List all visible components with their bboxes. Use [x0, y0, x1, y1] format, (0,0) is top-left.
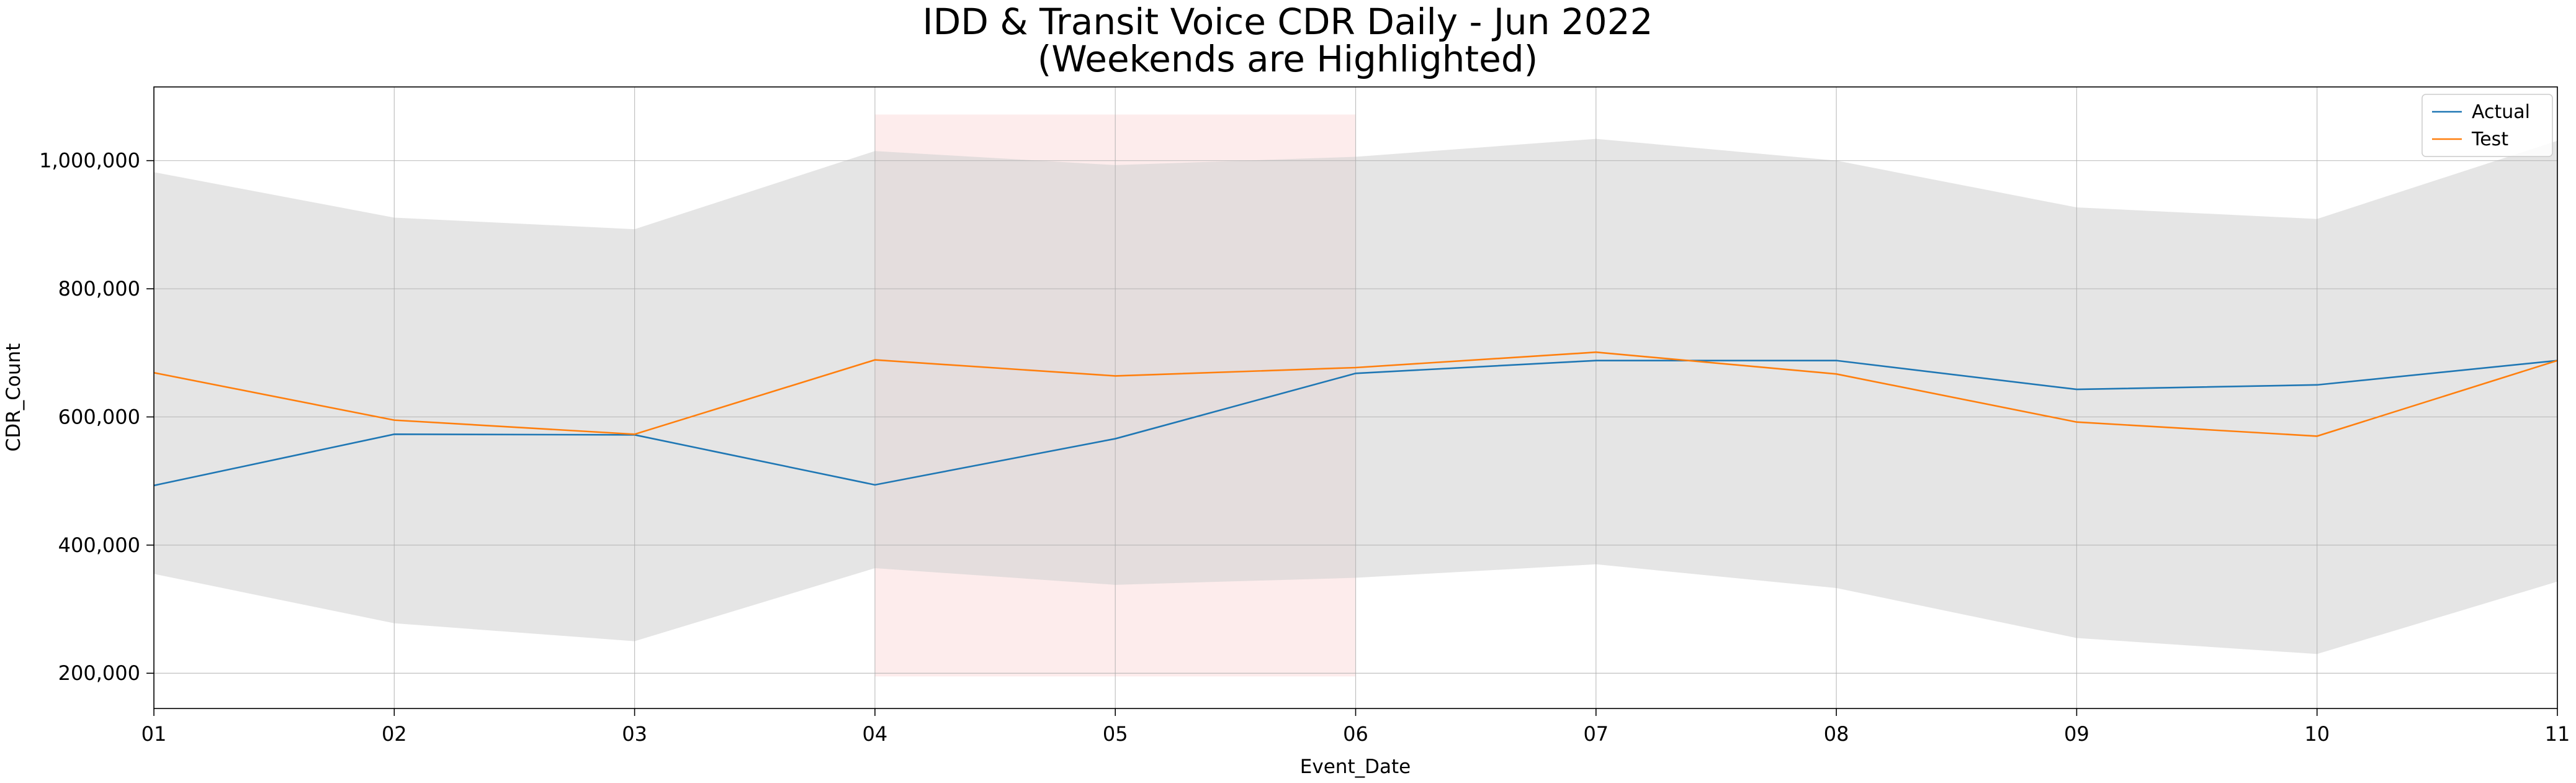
legend: Actual Test	[2421, 94, 2553, 157]
x-tick-label: 09	[2064, 722, 2089, 746]
y-axis-label: CDR_Count	[2, 343, 25, 452]
x-tick-label: 04	[863, 722, 888, 746]
legend-label-test: Test	[2471, 129, 2508, 150]
y-tick-label: 800,000	[58, 277, 140, 301]
x-tick-label: 03	[622, 722, 647, 746]
chart-title: IDD & Transit Voice CDR Daily - Jun 2022	[923, 1, 1653, 43]
x-tick-label: 10	[2304, 722, 2330, 746]
plot-area	[153, 86, 2558, 709]
y-tick-layer: 200,000 400,000 600,000 800,000 1,000,000	[39, 149, 154, 685]
y-tick-label: 200,000	[58, 661, 140, 685]
x-tick-layer: 01 02 03 04 05 06 07 08 09 10 11	[141, 708, 2570, 746]
legend-label-actual: Actual	[2472, 101, 2530, 123]
x-tick-label: 07	[1583, 722, 1609, 746]
chart-subtitle: (Weekends are Highlighted)	[1038, 38, 1538, 80]
legend-box	[2421, 94, 2553, 157]
series-layer	[153, 351, 2558, 487]
x-tick-label: 05	[1103, 722, 1128, 746]
y-tick-label: 600,000	[58, 405, 140, 428]
y-tick-label: 1,000,000	[39, 149, 140, 173]
x-tick-label: 02	[382, 722, 407, 746]
x-tick-label: 06	[1343, 722, 1368, 746]
series-line-actual	[153, 360, 2558, 487]
x-tick-label: 01	[141, 722, 167, 746]
x-tick-label: 08	[1824, 722, 1849, 746]
series-line-test	[153, 351, 2558, 437]
x-axis-label: Event_Date	[1300, 756, 1411, 778]
x-tick-label: 11	[2545, 722, 2570, 746]
y-tick-label: 400,000	[58, 533, 140, 557]
